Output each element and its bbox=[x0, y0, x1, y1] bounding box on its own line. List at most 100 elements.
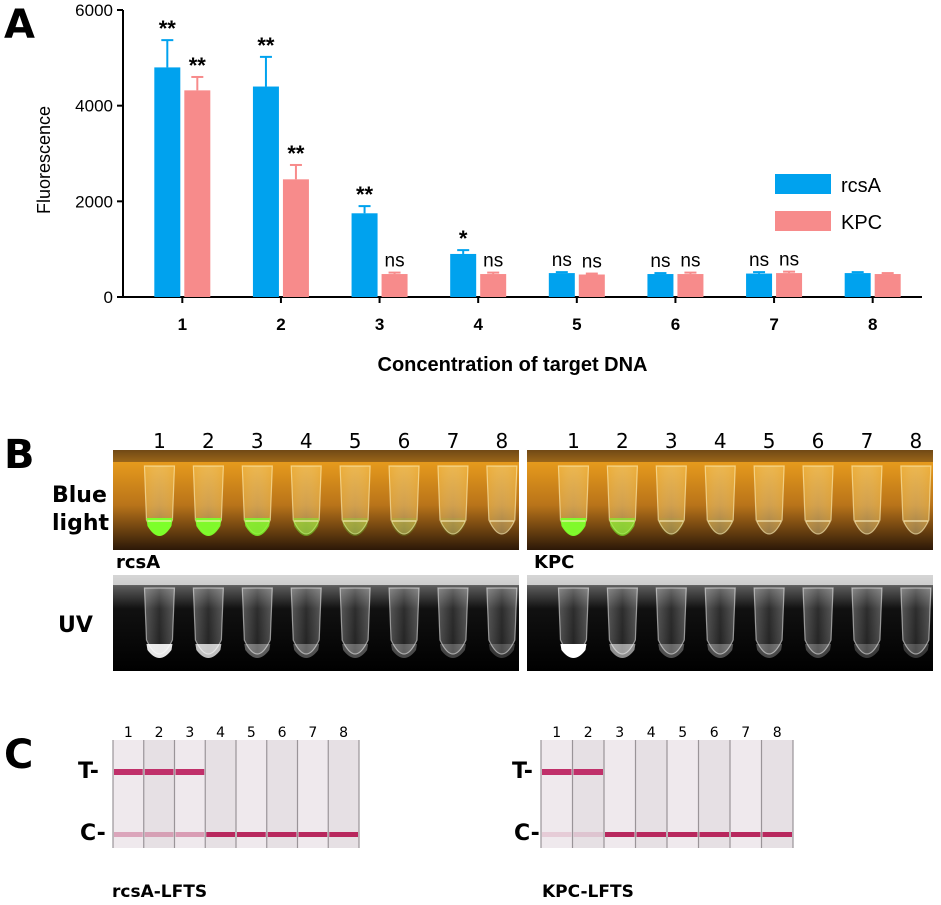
control-line bbox=[175, 832, 205, 837]
significance-label: ns bbox=[552, 250, 572, 271]
x-tick-label: 5 bbox=[572, 315, 581, 334]
x-tick-label: 1 bbox=[178, 315, 187, 334]
fluorescent-liquid bbox=[609, 518, 636, 536]
test-strip bbox=[667, 740, 699, 848]
strip-number: 1 bbox=[552, 725, 561, 741]
tube-number: 3 bbox=[251, 429, 264, 453]
significance-label: ** bbox=[287, 141, 305, 166]
control-line bbox=[605, 832, 635, 837]
strip-number: 2 bbox=[155, 725, 164, 741]
fluorescent-liquid bbox=[560, 518, 587, 536]
test-strip bbox=[174, 740, 206, 848]
significance-label: ** bbox=[189, 53, 207, 78]
y-tick-label: 2000 bbox=[75, 192, 113, 211]
tube-number: 8 bbox=[910, 429, 923, 453]
test-line bbox=[573, 769, 603, 775]
y-tick-label: 6000 bbox=[75, 1, 113, 20]
uv-liquid bbox=[707, 644, 734, 658]
right-c-line-label: C- bbox=[514, 821, 540, 846]
strip-number: 5 bbox=[678, 725, 687, 741]
tube bbox=[241, 587, 273, 655]
uv-liquid bbox=[805, 644, 832, 658]
bar-rcsa bbox=[844, 273, 871, 297]
test-line bbox=[175, 769, 205, 775]
control-line bbox=[636, 832, 666, 837]
test-line bbox=[114, 769, 143, 775]
tube-cap-strip bbox=[113, 450, 519, 462]
test-strip bbox=[328, 740, 359, 848]
left-t-line-label: T- bbox=[78, 759, 99, 784]
fluorescent-liquid bbox=[146, 518, 173, 536]
tube bbox=[655, 465, 687, 535]
uv-liquid bbox=[293, 644, 320, 658]
tube-number: 7 bbox=[447, 429, 460, 453]
tube bbox=[339, 465, 371, 535]
right-t-line-label: T- bbox=[512, 759, 533, 784]
control-line bbox=[731, 832, 761, 837]
tube bbox=[851, 587, 883, 655]
tube-number: 1 bbox=[567, 429, 580, 453]
x-tick-label: 8 bbox=[868, 315, 877, 334]
strip-number: 7 bbox=[741, 725, 750, 741]
significance-label: ns bbox=[680, 251, 700, 272]
tube bbox=[753, 465, 785, 535]
x-axis-title: Concentration of target DNA bbox=[378, 354, 648, 376]
bar-kpc bbox=[776, 273, 803, 297]
x-tick-label: 6 bbox=[671, 315, 680, 334]
tube-number: 4 bbox=[714, 429, 727, 453]
tube-number: 6 bbox=[812, 429, 825, 453]
uv-liquid bbox=[146, 644, 173, 658]
test-strip bbox=[730, 740, 762, 848]
tube-number: 2 bbox=[202, 429, 215, 453]
panel-b-letter: B bbox=[4, 432, 35, 478]
test-strip bbox=[205, 740, 236, 848]
test-line bbox=[542, 769, 572, 775]
x-tick-label: 2 bbox=[276, 315, 285, 334]
strip-number: 8 bbox=[773, 725, 782, 741]
test-strip bbox=[572, 740, 604, 848]
test-line bbox=[144, 769, 174, 775]
uv-cap-strip bbox=[527, 575, 933, 585]
bar-rcsa bbox=[450, 253, 477, 297]
tube bbox=[437, 465, 469, 535]
bar-rcsa bbox=[351, 213, 378, 297]
rcsa-group-label: rcsA bbox=[116, 552, 160, 573]
y-axis-title: Fluorescence bbox=[34, 106, 54, 214]
bar-rcsa bbox=[647, 274, 674, 297]
strip-number: 6 bbox=[710, 725, 719, 741]
strip-number: 2 bbox=[584, 725, 593, 741]
test-strip bbox=[266, 740, 298, 848]
strip-number: 3 bbox=[185, 725, 194, 741]
uv-liquid bbox=[658, 644, 685, 658]
bar-rcsa bbox=[746, 273, 773, 297]
significance-label: ns bbox=[582, 252, 602, 273]
tube-number: 5 bbox=[763, 429, 776, 453]
kpc-group-label: KPC bbox=[534, 552, 574, 573]
bar-kpc bbox=[874, 274, 901, 297]
lateral-flow-strips: 1 2 3 4 5 6 7 8 1 2 3 4 5 6 7 8 bbox=[112, 725, 794, 848]
significance-label: ns bbox=[385, 251, 405, 272]
test-strip bbox=[541, 740, 573, 848]
uv-liquid bbox=[560, 644, 587, 658]
uv-liquid bbox=[342, 644, 369, 658]
uv-cap-strip bbox=[113, 575, 519, 585]
left-c-line-label: C- bbox=[80, 821, 106, 846]
x-tick-label: 3 bbox=[375, 315, 384, 334]
control-line bbox=[206, 832, 235, 837]
kpc-lfts-label: KPC-LFTS bbox=[542, 882, 634, 902]
tube-number: 1 bbox=[153, 429, 166, 453]
tube bbox=[851, 465, 883, 535]
fluorescent-liquid bbox=[439, 518, 466, 536]
uv-label: UV bbox=[58, 613, 93, 638]
tube-number: 6 bbox=[398, 429, 411, 453]
test-strip bbox=[113, 740, 144, 848]
rcsa-lfts-label: rcsA-LFTS bbox=[112, 882, 207, 902]
tube-number: 7 bbox=[861, 429, 874, 453]
panel-c-letter: C bbox=[4, 732, 33, 778]
control-line bbox=[144, 832, 174, 837]
control-line bbox=[762, 832, 792, 837]
control-line bbox=[573, 832, 603, 837]
fluorescent-liquid bbox=[195, 518, 222, 536]
fluorescent-liquid bbox=[658, 518, 685, 536]
